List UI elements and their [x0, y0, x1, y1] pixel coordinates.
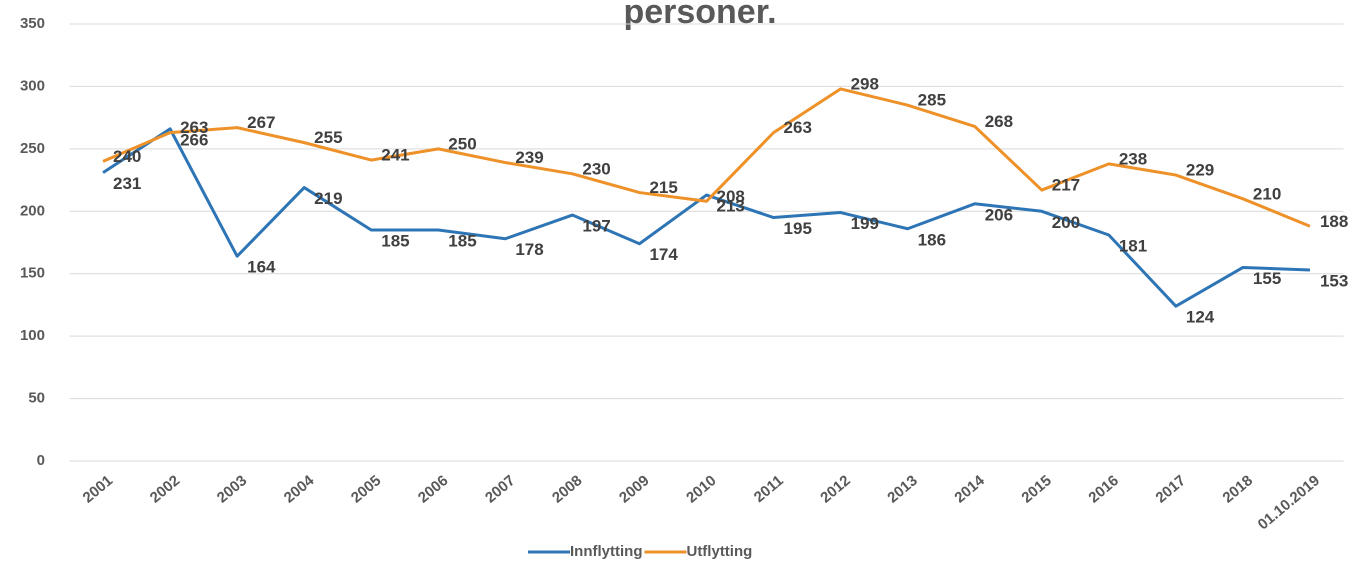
data-label: 178	[515, 240, 543, 259]
data-label: 197	[582, 217, 610, 236]
x-tick-label: 2007	[482, 472, 518, 506]
data-label: 268	[985, 112, 1013, 131]
data-label: 185	[381, 231, 409, 250]
data-label: 219	[314, 189, 342, 208]
data-label: 206	[985, 205, 1013, 224]
data-label: 231	[113, 174, 141, 193]
data-label: 124	[1186, 308, 1215, 327]
series-line	[102, 127, 1311, 308]
data-label: 186	[918, 230, 946, 249]
data-label: 266	[180, 130, 208, 149]
x-tick-label: 2006	[415, 472, 451, 506]
data-label: 285	[918, 91, 946, 110]
x-tick-label: 2001	[80, 472, 116, 506]
data-label: 155	[1253, 269, 1281, 288]
x-tick-label: 2012	[817, 472, 853, 506]
data-label: 199	[851, 214, 879, 233]
data-label: 217	[1052, 176, 1080, 195]
data-label: 210	[1253, 184, 1281, 203]
data-label: 267	[247, 113, 275, 132]
x-tick-label: 2010	[683, 472, 719, 506]
x-tick-label: 2003	[214, 472, 250, 506]
data-label: 239	[515, 148, 543, 167]
data-label: 250	[448, 134, 476, 153]
data-label: 213	[717, 197, 745, 216]
data-label: 164	[247, 258, 276, 277]
x-tick-label: 2015	[1018, 472, 1054, 506]
x-tick-label: 2011	[751, 472, 787, 506]
y-tick-label: 200	[20, 202, 45, 219]
data-label: 230	[582, 159, 610, 178]
data-label: 188	[1320, 212, 1348, 231]
x-tick-label: 2018	[1220, 472, 1256, 506]
data-label: 263	[784, 118, 812, 137]
data-label: 208	[717, 187, 745, 206]
data-label: 215	[649, 178, 677, 197]
data-label: 298	[851, 74, 879, 93]
data-label: 238	[1119, 149, 1147, 168]
x-tick-label: 2017	[1152, 472, 1188, 506]
x-tick-label: 2013	[884, 472, 920, 506]
y-tick-label: 300	[20, 77, 45, 94]
legend-label: Innflytting	[570, 543, 642, 560]
x-tick-label: 2005	[348, 472, 384, 506]
y-tick-label: 350	[20, 15, 45, 32]
x-tick-label: 2004	[281, 472, 318, 507]
chart-title: personer.	[623, 0, 776, 31]
series-line	[102, 87, 1311, 228]
y-tick-label: 150	[20, 265, 45, 282]
x-tick-label: 2002	[147, 472, 183, 506]
data-label: 185	[448, 231, 476, 250]
y-tick-label: 50	[28, 390, 45, 407]
data-label: 153	[1320, 271, 1348, 290]
x-tick-label: 2016	[1085, 472, 1121, 506]
data-label: 181	[1119, 236, 1147, 255]
data-label: 263	[180, 118, 208, 137]
data-label: 240	[113, 147, 141, 166]
data-label: 255	[314, 128, 342, 147]
data-label: 195	[784, 219, 812, 238]
data-label: 200	[1052, 213, 1080, 232]
y-tick-label: 100	[20, 327, 45, 344]
x-tick-label: 01.10.2019	[1255, 472, 1323, 533]
data-label: 229	[1186, 161, 1214, 180]
x-tick-label: 2009	[616, 472, 652, 506]
y-tick-label: 0	[37, 452, 45, 469]
data-label: 241	[381, 146, 409, 165]
data-label: 174	[649, 245, 678, 264]
legend-label: Utflytting	[686, 543, 752, 560]
y-tick-label: 250	[20, 140, 45, 157]
x-tick-label: 2008	[549, 472, 585, 506]
x-tick-label: 2014	[951, 472, 988, 507]
